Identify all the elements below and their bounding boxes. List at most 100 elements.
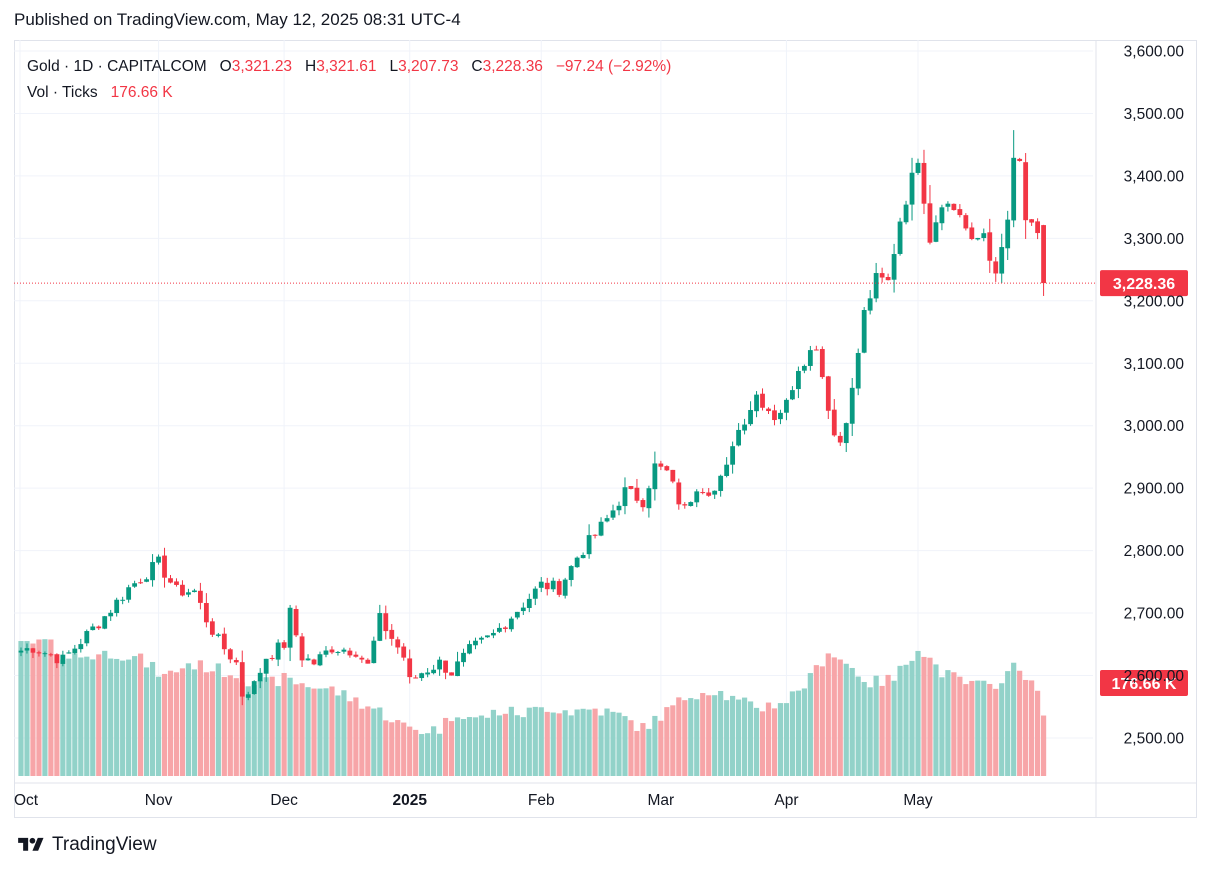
candle-body	[395, 639, 401, 648]
volume-bar	[359, 708, 365, 776]
candle-body	[754, 394, 759, 412]
volume-bar	[765, 702, 772, 776]
candle-body	[114, 599, 120, 614]
candle-body	[48, 654, 54, 656]
volume-bar	[275, 686, 281, 776]
y-tick-label: 2,700.00	[1124, 606, 1185, 623]
volume-bar	[777, 703, 784, 776]
candle-body	[502, 627, 508, 629]
candle-body	[233, 660, 239, 663]
volume-bar	[759, 711, 766, 776]
volume-bar	[383, 720, 389, 776]
candle-body	[915, 162, 921, 173]
volume-bar	[365, 706, 371, 776]
volume-bar	[257, 680, 263, 776]
candle-body	[712, 490, 718, 495]
candle-body	[281, 642, 287, 648]
candle-body	[407, 658, 413, 678]
volume-bar	[1023, 679, 1029, 776]
candle-body	[18, 650, 24, 653]
volume-bar	[927, 657, 933, 776]
candle-body	[60, 654, 66, 664]
candle-body	[54, 654, 60, 664]
volume-bar	[819, 666, 825, 776]
candle-body	[562, 579, 568, 596]
candle-body	[855, 352, 861, 389]
volume-bar	[293, 684, 299, 776]
published-caption: Published on TradingView.com, May 12, 20…	[14, 10, 461, 29]
volume-bar	[909, 660, 915, 776]
volume-bar	[478, 715, 485, 776]
candle-body	[437, 659, 442, 670]
last-price-line: 3,228.36 176.66 K	[14, 270, 1188, 696]
y-tick-label: 2,900.00	[1124, 481, 1185, 498]
tradingview-brand[interactable]: TradingView	[16, 834, 157, 856]
volume-bar	[951, 672, 957, 776]
y-tick-label: 3,600.00	[1124, 44, 1185, 61]
candle-body	[245, 694, 251, 698]
volume-bar	[730, 695, 736, 776]
volume-bar	[329, 686, 335, 776]
last-volume-badge	[1100, 670, 1188, 696]
volume-bar	[143, 667, 150, 776]
volume-label: Vol · Ticks	[27, 84, 98, 101]
volume-bar	[682, 700, 688, 776]
volume-bar	[138, 653, 144, 776]
volume-bar	[335, 695, 341, 776]
candle-body	[174, 581, 179, 585]
candle-body	[66, 652, 72, 654]
candle-body	[180, 584, 185, 596]
candle-body	[473, 640, 478, 646]
volume-bar	[753, 707, 760, 776]
candle-body	[329, 649, 335, 653]
candle-body	[951, 203, 957, 211]
x-tick-label: Apr	[774, 792, 798, 809]
volume-bar	[233, 678, 239, 776]
candle-body	[102, 616, 108, 629]
candle-body	[819, 349, 825, 378]
volume-bar	[574, 709, 580, 776]
chart-frame[interactable]	[14, 40, 1197, 818]
volume-bar	[532, 706, 538, 776]
candle-body	[251, 681, 257, 695]
candle-body	[455, 661, 460, 677]
volume-bar	[84, 656, 90, 776]
volume-bar	[269, 676, 275, 776]
volume-bar	[413, 729, 419, 776]
volume-bar	[371, 708, 377, 776]
candle-body	[556, 581, 562, 595]
x-tick-label: May	[903, 792, 933, 809]
volume-bar	[407, 726, 413, 776]
high-label: H	[305, 58, 317, 75]
candle-body	[413, 677, 419, 679]
candle-body	[467, 644, 472, 654]
candle-body	[365, 659, 371, 664]
volume-bar	[448, 721, 455, 776]
volume-bar	[508, 706, 514, 776]
candle-body	[485, 635, 490, 638]
y-tick-label: 3,200.00	[1124, 293, 1185, 310]
volume-bar	[556, 713, 562, 776]
candle-body	[353, 654, 359, 657]
volume-bar	[1029, 680, 1035, 776]
volume-bar	[712, 695, 718, 776]
volume-bar	[221, 677, 227, 776]
volume-bar	[981, 680, 987, 776]
last-price-label: 3,228.36	[1113, 276, 1175, 293]
candle-body	[132, 583, 138, 587]
close-label: C	[471, 58, 483, 75]
candle-body	[885, 276, 891, 281]
candle-body	[377, 613, 383, 641]
candle-body	[532, 588, 538, 599]
volume-bar	[472, 717, 479, 776]
volume-bar	[454, 717, 461, 776]
volume-bar	[939, 677, 945, 776]
candle-body	[126, 587, 132, 600]
candle-body	[778, 412, 783, 420]
volume-bar	[586, 709, 592, 776]
volume-bar	[155, 676, 162, 776]
candle-body	[891, 254, 897, 280]
volume-bar	[688, 698, 694, 776]
volume-bar	[604, 708, 610, 776]
